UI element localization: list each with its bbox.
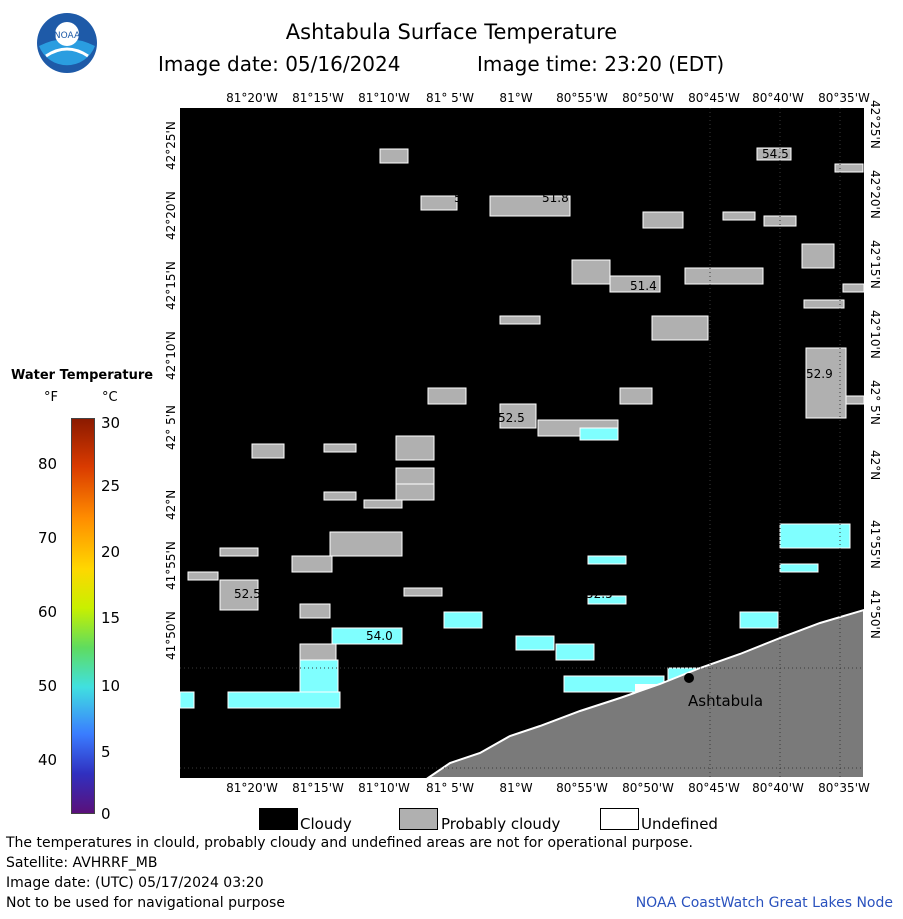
- latitude-label-left: 42°N: [164, 489, 178, 520]
- city-marker: [684, 673, 694, 683]
- footer-navigation: Not to be used for navigational purpose: [6, 895, 285, 911]
- longitude-label-bottom: 80°45'W: [688, 781, 740, 795]
- legend-c-tick: 30: [101, 414, 121, 432]
- legend-c-tick: 15: [101, 609, 121, 627]
- longitude-label-top: 81°20'W: [226, 91, 278, 105]
- legend-f-tick: 80: [38, 455, 58, 473]
- longitude-label-top: 80°40'W: [752, 91, 804, 105]
- temp-labels: 54.5 51.6 51.8 51.4 52.9 52.5 52.5 52.5 …: [234, 147, 833, 643]
- latitude-label-left: 42°15'N: [164, 261, 178, 310]
- temp-label: 52.5: [234, 587, 261, 601]
- latitude-label-right: 41°50'N: [868, 590, 882, 639]
- temp-label: 54.5: [762, 147, 789, 161]
- image-date: Image date: 05/16/2024: [158, 52, 401, 76]
- page-title: Ashtabula Surface Temperature: [285, 20, 618, 44]
- longitude-label-top: 81°10'W: [358, 91, 410, 105]
- latitude-label-right: 42°25'N: [868, 100, 882, 149]
- probably-cloudy-label: Probably cloudy: [441, 815, 561, 833]
- temp-label: 51.6: [454, 191, 481, 205]
- legend-title: Water Temperature: [11, 368, 154, 383]
- longitude-label-bottom: 81° 5'W: [426, 781, 474, 795]
- legend-f-tick: 60: [38, 603, 58, 621]
- land-area: [426, 608, 864, 778]
- legend-c-tick: 20: [101, 543, 121, 561]
- latitude-label-right: 42°15'N: [868, 240, 882, 289]
- noaa-logo: NOAA: [37, 13, 97, 73]
- undefined-label: Undefined: [641, 815, 718, 833]
- legend-c-tick: 5: [101, 743, 111, 761]
- legend-c-tick: 0: [101, 805, 111, 823]
- legend-f-tick: 70: [38, 529, 58, 547]
- probably-cloudy-areas: [187, 147, 864, 677]
- longitude-label-bottom: 80°35'W: [818, 781, 870, 795]
- latitude-label-right: 42°20'N: [868, 170, 882, 219]
- logo-text: NOAA: [54, 31, 81, 41]
- latitude-label-right: 41°55'N: [868, 520, 882, 569]
- temperature-color-scale: [71, 418, 95, 814]
- longitude-label-bottom: 81°W: [499, 781, 533, 795]
- city-label: Ashtabula: [688, 692, 763, 710]
- longitude-label-bottom: 81°20'W: [226, 781, 278, 795]
- latitude-label-right: 42° 5'N: [868, 380, 882, 425]
- legend-unit-c: °C: [102, 390, 118, 405]
- longitude-label-bottom: 80°55'W: [556, 781, 608, 795]
- longitude-label-top: 80°35'W: [818, 91, 870, 105]
- legend-c-tick: 10: [101, 677, 121, 695]
- cloudy-label: Cloudy: [300, 815, 352, 833]
- legend-c-tick: 25: [101, 477, 121, 495]
- latitude-label-right: 42°N: [868, 450, 882, 481]
- temp-label: 54.0: [366, 629, 393, 643]
- footer-satellite: Satellite: AVHRRF_MB: [6, 855, 158, 871]
- latitude-label-left: 41°50'N: [164, 611, 178, 660]
- longitude-label-bottom: 81°10'W: [358, 781, 410, 795]
- legend-f-tick: 40: [38, 751, 58, 769]
- footer-disclaimer: The temperatures in clould, probably clo…: [6, 835, 693, 851]
- latitude-label-right: 42°10'N: [868, 310, 882, 359]
- latitude-label-left: 42°25'N: [164, 121, 178, 170]
- temperature-map: Ashtabula 54.5 51.6 51.8 51.4 52.9 52.5 …: [180, 108, 864, 778]
- temp-label: 51.8: [542, 191, 569, 205]
- cloudy-swatch: [259, 808, 298, 830]
- undefined-swatch: [600, 808, 639, 830]
- latitude-label-left: 42°10'N: [164, 331, 178, 380]
- footer-utc-date: Image date: (UTC) 05/17/2024 03:20: [6, 875, 264, 891]
- image-time: Image time: 23:20 (EDT): [477, 52, 725, 76]
- longitude-label-bottom: 80°50'W: [622, 781, 674, 795]
- probably-cloudy-swatch: [399, 808, 438, 830]
- temp-label: 52.5: [586, 587, 613, 601]
- legend-f-tick: 50: [38, 677, 58, 695]
- footer-credit: NOAA CoastWatch Great Lakes Node: [635, 895, 893, 911]
- longitude-label-bottom: 80°40'W: [752, 781, 804, 795]
- latitude-label-left: 41°55'N: [164, 541, 178, 590]
- longitude-label-top: 81° 5'W: [426, 91, 474, 105]
- temp-label: 51.4: [630, 279, 657, 293]
- longitude-label-top: 80°45'W: [688, 91, 740, 105]
- latitude-label-left: 42°20'N: [164, 191, 178, 240]
- latitude-label-left: 42° 5'N: [164, 405, 178, 450]
- longitude-label-bottom: 81°15'W: [292, 781, 344, 795]
- legend-unit-f: °F: [44, 390, 58, 405]
- temp-label: 52.9: [806, 367, 833, 381]
- longitude-label-top: 80°55'W: [556, 91, 608, 105]
- longitude-label-top: 81°W: [499, 91, 533, 105]
- temp-label: 52.5: [498, 411, 525, 425]
- longitude-label-top: 81°15'W: [292, 91, 344, 105]
- longitude-label-top: 80°50'W: [622, 91, 674, 105]
